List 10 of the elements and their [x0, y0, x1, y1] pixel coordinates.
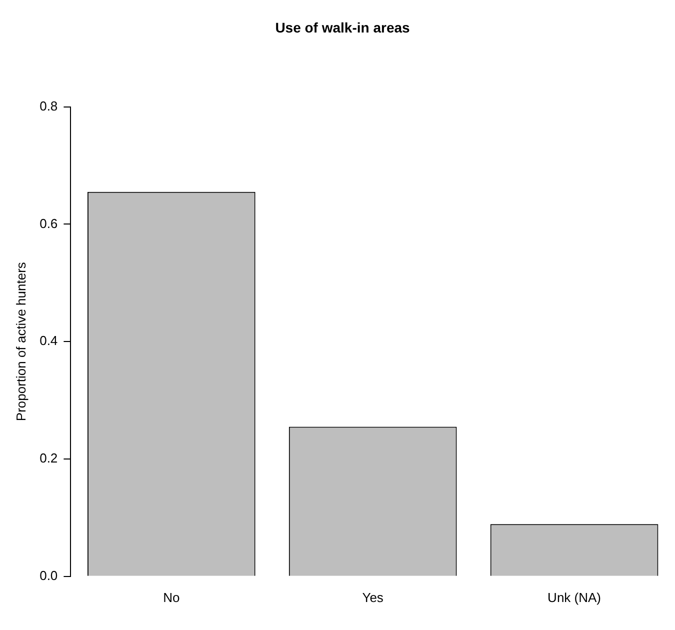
y-tick-label: 0.2	[40, 450, 58, 466]
x-tick-label: Yes	[362, 590, 384, 605]
y-tick-label: 0.6	[40, 216, 58, 231]
y-axis-title: Proportion of active hunters	[13, 262, 28, 422]
y-tick-label: 0.8	[40, 98, 58, 114]
y-tick-label: 0.4	[40, 333, 58, 348]
x-tick-label: No	[163, 590, 180, 605]
x-tick-label: Unk (NA)	[548, 590, 602, 605]
chart-title: Use of walk-in areas	[275, 19, 410, 36]
y-tick-label: 0.0	[40, 568, 58, 583]
